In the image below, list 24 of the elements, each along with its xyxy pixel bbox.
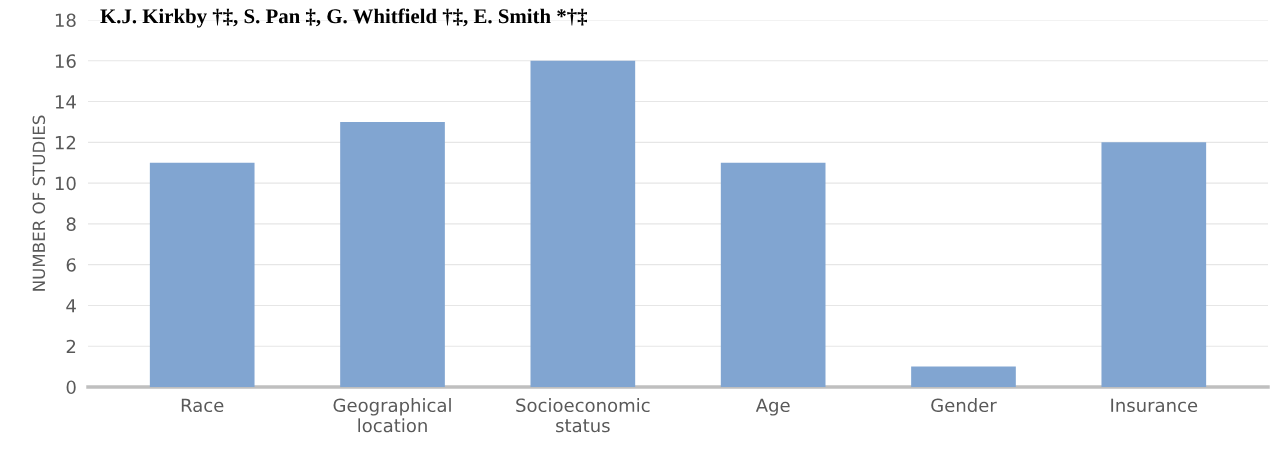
y-axis-title: NUMBER OF STUDIES <box>32 115 46 291</box>
y-tick-label: 10 <box>55 176 76 191</box>
bar <box>340 121 445 387</box>
bar <box>530 60 636 387</box>
y-tick-label: 14 <box>55 95 76 109</box>
bar <box>149 162 255 387</box>
x-tick-label: Race <box>181 398 224 413</box>
bar <box>911 366 1016 387</box>
y-tick-label: 16 <box>55 54 76 68</box>
x-tick-label: Age <box>755 398 790 416</box>
x-tick-label: Gender <box>931 398 997 413</box>
y-tick-label: 4 <box>66 299 76 313</box>
y-tick-label: 18 <box>55 13 76 28</box>
x-tick-label: Socioeconomic status <box>516 398 650 433</box>
x-tick-label: Insurance <box>1111 398 1198 413</box>
y-tick-label: 12 <box>55 135 76 150</box>
chart-title: K.J. Kirkby †‡, S. Pan ‡, G. Whitfield †‡, E. Smith *†‡ <box>100 8 587 28</box>
y-tick-label: 0 <box>66 380 76 395</box>
y-tick-label: 2 <box>66 339 76 354</box>
x-tick-label: Geographical location <box>333 398 451 433</box>
bar <box>1101 142 1207 387</box>
y-tick-label: 6 <box>66 258 76 272</box>
bar <box>720 162 826 387</box>
y-tick-label: 8 <box>66 217 76 232</box>
